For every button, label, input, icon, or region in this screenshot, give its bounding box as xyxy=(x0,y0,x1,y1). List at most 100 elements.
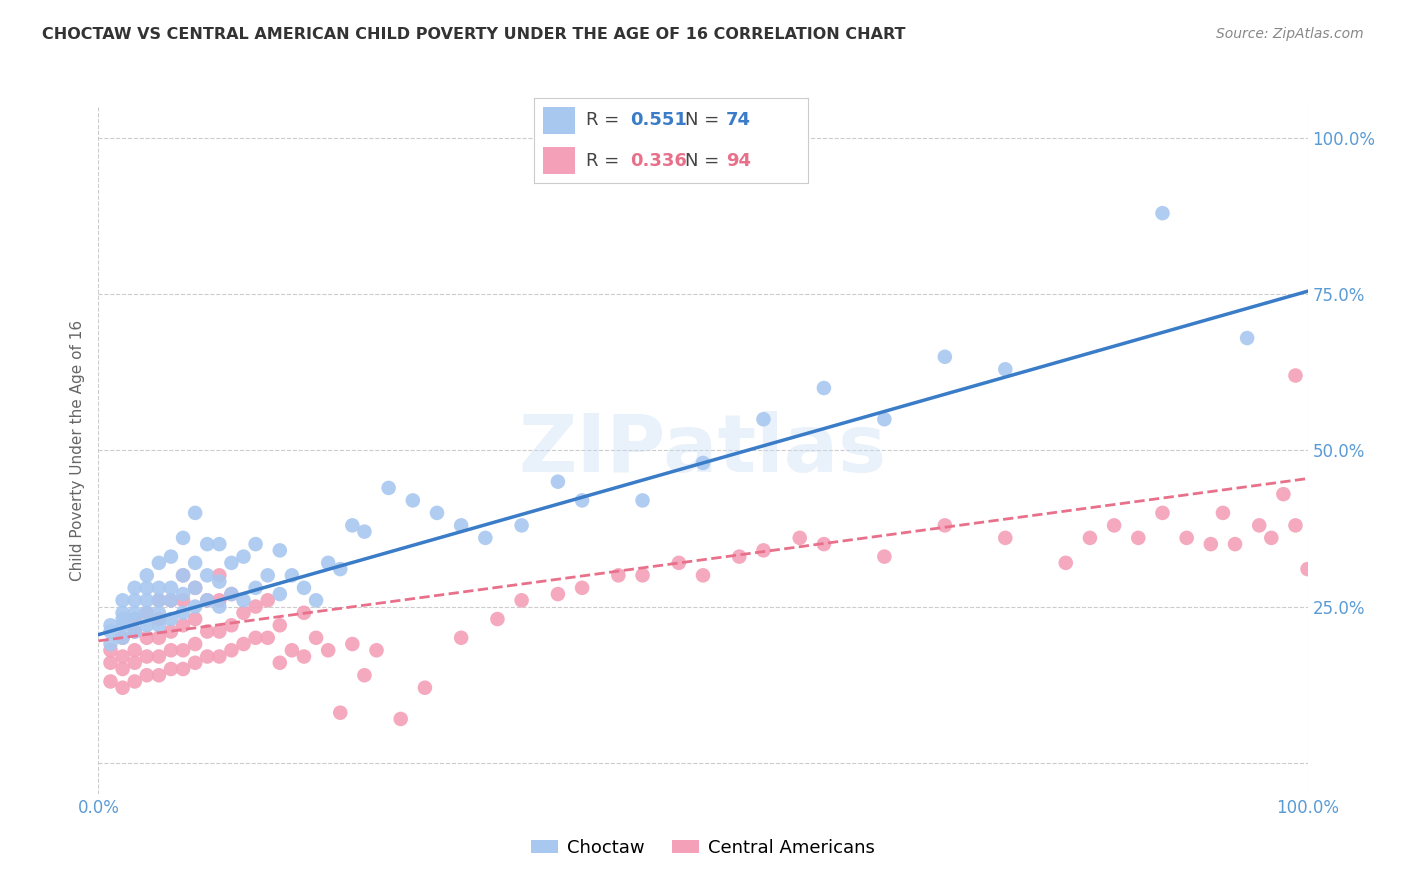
Point xyxy=(1152,206,1174,220)
Point xyxy=(1128,531,1150,545)
Text: 0.336: 0.336 xyxy=(630,152,688,169)
Point xyxy=(100,674,122,689)
Point xyxy=(256,568,278,582)
Text: 74: 74 xyxy=(725,112,751,129)
Point xyxy=(342,637,364,651)
Point xyxy=(752,412,775,426)
Point xyxy=(1102,518,1125,533)
Point xyxy=(172,568,194,582)
Point xyxy=(184,506,207,520)
Point xyxy=(148,631,170,645)
Point xyxy=(172,662,194,676)
Point xyxy=(124,612,146,626)
Point xyxy=(160,593,183,607)
Point xyxy=(752,543,775,558)
Point xyxy=(1260,531,1282,545)
Point xyxy=(692,456,714,470)
Point xyxy=(160,643,183,657)
Point xyxy=(208,574,231,589)
Text: Source: ZipAtlas.com: Source: ZipAtlas.com xyxy=(1216,27,1364,41)
Point xyxy=(547,587,569,601)
Point xyxy=(269,618,291,632)
Text: ZIPatlas: ZIPatlas xyxy=(519,411,887,490)
Point xyxy=(728,549,751,564)
Point xyxy=(124,643,146,657)
Point xyxy=(135,606,157,620)
Point xyxy=(135,581,157,595)
Point xyxy=(934,350,956,364)
Point xyxy=(281,568,304,582)
Legend: Choctaw, Central Americans: Choctaw, Central Americans xyxy=(524,831,882,863)
Point xyxy=(232,637,254,651)
Point xyxy=(160,549,183,564)
Point xyxy=(1284,518,1306,533)
Point xyxy=(221,618,243,632)
Point xyxy=(148,593,170,607)
Point xyxy=(269,543,291,558)
Point xyxy=(135,668,157,682)
Point xyxy=(135,631,157,645)
Point xyxy=(184,656,207,670)
Point xyxy=(547,475,569,489)
Point xyxy=(160,662,183,676)
Point xyxy=(148,618,170,632)
Point xyxy=(135,618,157,632)
Point xyxy=(450,631,472,645)
Point xyxy=(148,606,170,620)
Point xyxy=(510,593,533,607)
Point xyxy=(100,618,122,632)
Point xyxy=(232,593,254,607)
Point xyxy=(1284,368,1306,383)
Point xyxy=(510,518,533,533)
Point xyxy=(353,668,375,682)
Text: N =: N = xyxy=(685,152,725,169)
Point xyxy=(813,381,835,395)
Point xyxy=(607,568,630,582)
Point xyxy=(111,649,134,664)
Point xyxy=(377,481,399,495)
Point xyxy=(172,618,194,632)
Text: CHOCTAW VS CENTRAL AMERICAN CHILD POVERTY UNDER THE AGE OF 16 CORRELATION CHART: CHOCTAW VS CENTRAL AMERICAN CHILD POVERT… xyxy=(42,27,905,42)
Point xyxy=(184,556,207,570)
Point xyxy=(195,593,218,607)
Point xyxy=(329,706,352,720)
Point xyxy=(269,656,291,670)
Point xyxy=(160,624,183,639)
Point xyxy=(389,712,412,726)
Point xyxy=(172,568,194,582)
Point xyxy=(1212,506,1234,520)
Point xyxy=(1249,518,1271,533)
Point xyxy=(631,568,654,582)
Point xyxy=(184,581,207,595)
Point xyxy=(221,643,243,657)
Point xyxy=(571,493,593,508)
Point xyxy=(413,681,436,695)
Point xyxy=(1296,562,1319,576)
Point xyxy=(172,531,194,545)
Point xyxy=(111,631,134,645)
Point xyxy=(305,593,328,607)
Point xyxy=(195,593,218,607)
Point xyxy=(269,587,291,601)
Point xyxy=(256,593,278,607)
Point xyxy=(148,612,170,626)
Point xyxy=(172,593,194,607)
Point xyxy=(1152,506,1174,520)
Point xyxy=(292,581,315,595)
Point xyxy=(994,362,1017,376)
Bar xyxy=(543,147,575,175)
Point xyxy=(195,537,218,551)
Point xyxy=(100,656,122,670)
Point xyxy=(100,637,122,651)
Point xyxy=(124,581,146,595)
Y-axis label: Child Poverty Under the Age of 16: Child Poverty Under the Age of 16 xyxy=(69,320,84,581)
Point xyxy=(148,649,170,664)
Point xyxy=(135,568,157,582)
Point xyxy=(172,643,194,657)
Point xyxy=(245,581,267,595)
Point xyxy=(1175,531,1198,545)
Point xyxy=(184,581,207,595)
Point xyxy=(256,631,278,645)
Point xyxy=(148,593,170,607)
Point xyxy=(474,531,496,545)
